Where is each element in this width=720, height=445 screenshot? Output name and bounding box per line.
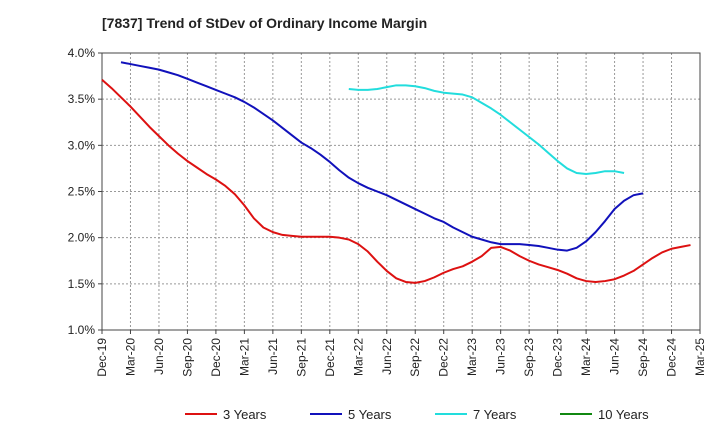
x-axis: Dec-19 Mar-20 Jun-20 Sep-20 Dec-20 Mar-21 Jun-… <box>95 330 707 377</box>
x-tick-label: Mar-22 <box>351 338 365 376</box>
y-tick-label: 2.0% <box>68 231 96 245</box>
y-tick-label: 4.0% <box>68 46 96 60</box>
x-tick-label: Sep-23 <box>522 338 536 377</box>
x-tick-label: Mar-21 <box>237 338 251 376</box>
legend: 3 Years 5 Years 7 Years 10 Years <box>185 407 649 422</box>
y-tick-label: 1.5% <box>68 277 96 291</box>
x-tick-label: Mar-25 <box>693 338 707 376</box>
x-tick-label: Jun-21 <box>266 338 280 375</box>
x-tick-label: Jun-22 <box>380 338 394 375</box>
y-tick-label: 1.0% <box>68 323 96 337</box>
series-line-7-years <box>348 84 625 175</box>
series-line-5-years <box>120 61 644 252</box>
legend-label: 10 Years <box>598 407 649 422</box>
x-tick-label: Sep-24 <box>636 338 650 377</box>
x-tick-label: Dec-22 <box>437 338 451 377</box>
x-tick-label: Jun-23 <box>494 338 508 375</box>
grid <box>102 53 700 330</box>
series-line-3-years <box>101 79 691 284</box>
x-tick-label: Mar-20 <box>123 338 137 376</box>
y-tick-label: 3.0% <box>68 138 96 152</box>
x-tick-label: Dec-19 <box>95 338 109 377</box>
x-tick-label: Jun-24 <box>608 338 622 375</box>
x-tick-label: Mar-23 <box>465 338 479 376</box>
x-tick-label: Dec-20 <box>209 338 223 377</box>
legend-label: 3 Years <box>223 407 267 422</box>
x-tick-label: Mar-24 <box>579 338 593 376</box>
chart-title: [7837] Trend of StDev of Ordinary Income… <box>102 15 427 31</box>
x-tick-label: Dec-21 <box>323 338 337 377</box>
x-tick-label: Dec-23 <box>551 338 565 377</box>
x-tick-label: Sep-22 <box>408 338 422 377</box>
x-tick-label: Dec-24 <box>665 338 679 377</box>
y-axis: 1.0% 1.5% 2.0% 2.5% 3.0% 3.5% 4.0% <box>68 46 102 337</box>
y-tick-label: 3.5% <box>68 92 96 106</box>
x-tick-label: Sep-21 <box>294 338 308 377</box>
legend-label: 7 Years <box>473 407 517 422</box>
x-tick-label: Jun-20 <box>152 338 166 375</box>
x-tick-label: Sep-20 <box>180 338 194 377</box>
y-tick-label: 2.5% <box>68 185 96 199</box>
series-lines <box>101 61 691 284</box>
legend-label: 5 Years <box>348 407 392 422</box>
